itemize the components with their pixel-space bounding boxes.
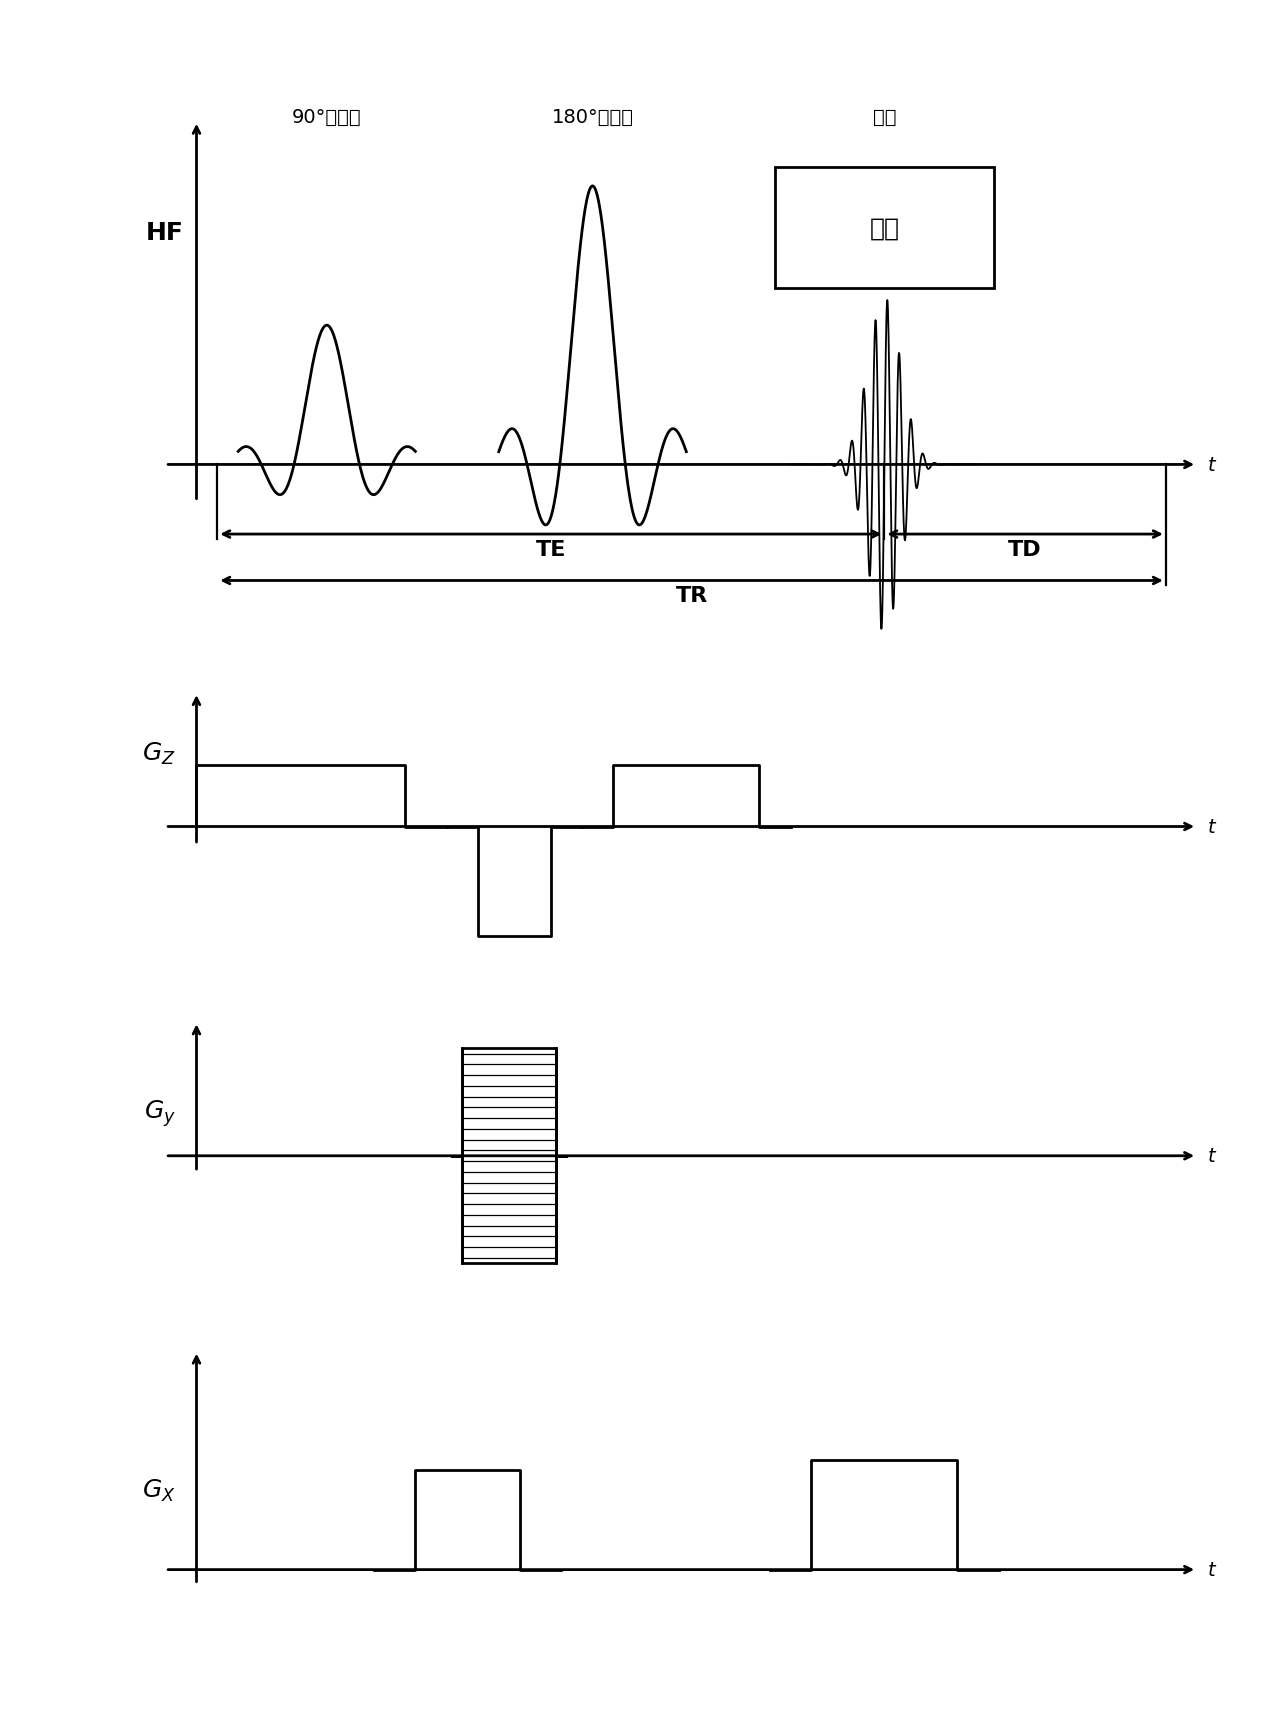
Text: HF: HF [146, 222, 184, 246]
Text: TE: TE [535, 539, 566, 559]
Text: t: t [1207, 1147, 1215, 1166]
Text: 180°－脉冲: 180°－脉冲 [552, 107, 633, 126]
Text: $G_X$: $G_X$ [142, 1477, 175, 1503]
Text: $G_Z$: $G_Z$ [142, 741, 175, 767]
Text: 回波: 回波 [873, 107, 896, 126]
Text: t: t [1207, 456, 1215, 475]
Text: TD: TD [1008, 539, 1042, 559]
Text: 采集: 采集 [869, 216, 900, 241]
FancyBboxPatch shape [775, 168, 994, 289]
Text: 90°－脉冲: 90°－脉冲 [292, 107, 361, 126]
Text: t: t [1207, 818, 1215, 837]
Text: $G_y$: $G_y$ [144, 1098, 175, 1129]
Text: t: t [1207, 1561, 1215, 1580]
Text: TR: TR [675, 585, 708, 606]
